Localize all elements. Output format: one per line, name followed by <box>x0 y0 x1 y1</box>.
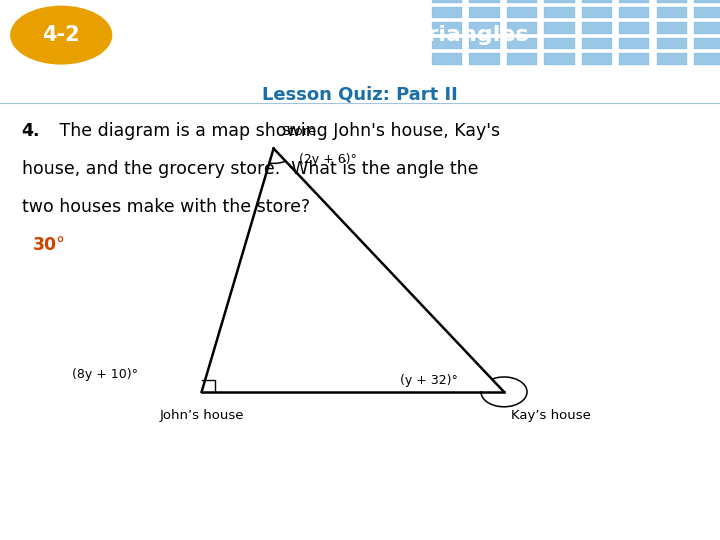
Bar <box>694 53 720 65</box>
Bar <box>619 53 649 65</box>
Text: Copyright © by Holt, Rinehart and Winston.  All Rights Reserved.: Copyright © by Holt, Rinehart and Winsto… <box>403 518 698 527</box>
Text: two houses make with the store?: two houses make with the store? <box>22 198 310 216</box>
Bar <box>507 7 537 18</box>
Bar <box>694 23 720 33</box>
Bar <box>544 38 575 49</box>
Bar <box>657 0 687 3</box>
Bar <box>432 7 462 18</box>
Bar <box>582 0 612 3</box>
Bar <box>469 23 500 33</box>
Text: The diagram is a map showing John's house, Kay's: The diagram is a map showing John's hous… <box>54 123 500 140</box>
Bar <box>657 23 687 33</box>
Bar <box>469 0 500 3</box>
Bar <box>507 0 537 3</box>
Bar <box>694 7 720 18</box>
Text: Angle Relationships in Triangles: Angle Relationships in Triangles <box>126 25 528 45</box>
Text: house, and the grocery store.  What is the angle the: house, and the grocery store. What is th… <box>22 160 478 178</box>
Text: 4-2: 4-2 <box>42 25 80 45</box>
Text: 4.: 4. <box>22 123 40 140</box>
Text: (y + 32)°: (y + 32)° <box>400 375 457 388</box>
Bar <box>619 7 649 18</box>
Bar <box>582 38 612 49</box>
Bar <box>544 23 575 33</box>
Bar <box>507 53 537 65</box>
Text: 30°: 30° <box>32 236 65 254</box>
Bar <box>432 23 462 33</box>
Bar <box>544 0 575 3</box>
Bar <box>582 53 612 65</box>
Bar <box>507 38 537 49</box>
Bar <box>469 53 500 65</box>
Ellipse shape <box>11 6 112 64</box>
Bar <box>619 38 649 49</box>
Bar <box>619 0 649 3</box>
Text: Kay’s house: Kay’s house <box>511 409 591 422</box>
Bar <box>657 7 687 18</box>
Bar <box>507 23 537 33</box>
Bar <box>469 7 500 18</box>
Bar <box>432 0 462 3</box>
Text: John’s house: John’s house <box>159 409 244 422</box>
Bar <box>657 53 687 65</box>
Bar <box>432 38 462 49</box>
Text: Store: Store <box>281 125 316 138</box>
Bar <box>619 23 649 33</box>
Bar <box>469 38 500 49</box>
Bar <box>694 0 720 3</box>
Bar <box>582 23 612 33</box>
Text: Lesson Quiz: Part II: Lesson Quiz: Part II <box>262 85 458 104</box>
Bar <box>432 53 462 65</box>
Bar <box>694 38 720 49</box>
Bar <box>544 7 575 18</box>
Text: (8y + 10)°: (8y + 10)° <box>72 368 138 381</box>
Bar <box>544 53 575 65</box>
Text: Holt Geometry: Holt Geometry <box>22 515 147 530</box>
Bar <box>657 38 687 49</box>
Text: (2y + 6)°: (2y + 6)° <box>299 153 356 166</box>
Bar <box>582 7 612 18</box>
